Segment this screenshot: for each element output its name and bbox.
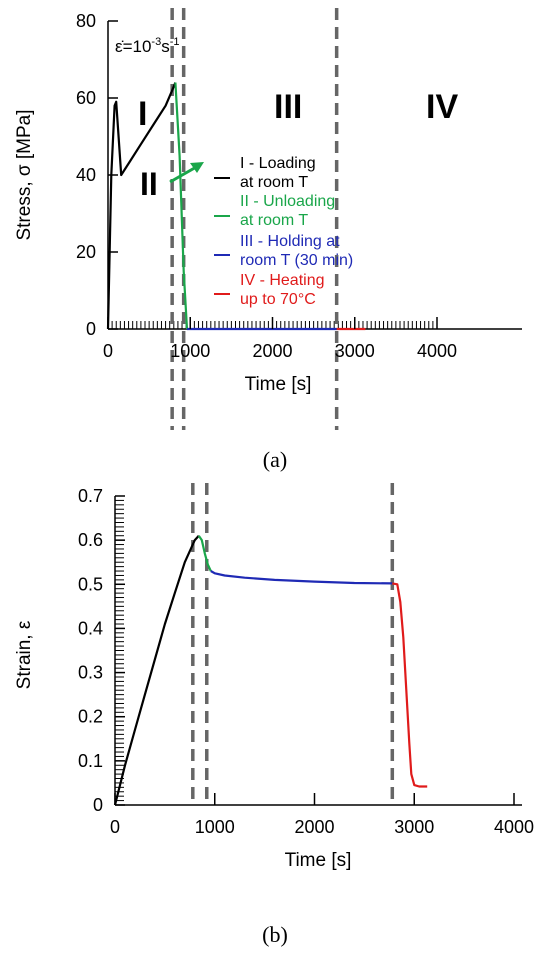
series-line-holding — [210, 570, 393, 585]
phase-label-III: III — [274, 88, 302, 126]
x-tick-label: 3000 — [394, 817, 434, 837]
legend-III-line1: III - Holding at — [240, 233, 340, 250]
series-line-loading — [113, 534, 200, 806]
y-axis-label-a: Stress, σ [MPa] — [14, 109, 35, 240]
series-line-loading — [106, 82, 177, 330]
y-tick-label: 40 — [76, 165, 96, 185]
y-tick-label: 0.5 — [78, 574, 103, 594]
legend-III-line2: room T (30 min) — [240, 252, 353, 269]
y-tick-label: 0.3 — [78, 663, 103, 683]
y-tick-label: 0 — [86, 319, 96, 339]
x-tick-labels-b: 0 1000 2000 3000 4000 — [110, 793, 534, 837]
x-tick-label: 3000 — [335, 341, 375, 361]
legend-IV-line1: IV - Heating — [240, 272, 324, 289]
y-tick-label: 0.7 — [78, 486, 103, 506]
x-tick-label: 2000 — [294, 817, 334, 837]
x-tick-label: 1000 — [195, 817, 235, 837]
y-tick-label: 0.1 — [78, 751, 103, 771]
divider-lines-a — [170, 8, 339, 430]
strain-chart: 0 0.1 0.2 0.3 0.4 0.5 0.6 0.7 0 1000 2000 3000 4000… — [14, 483, 534, 947]
phase-label-IV: IV — [426, 88, 458, 126]
x-tick-label: 1000 — [170, 341, 210, 361]
divider-lines-b — [191, 483, 395, 806]
x-tick-label: 0 — [110, 817, 120, 837]
legend-a: I - Loading at room T II - Unloading at … — [214, 155, 353, 308]
caption-b: (b) — [262, 922, 288, 947]
minor-ticks-b — [115, 499, 124, 802]
y-axis-label-b: Strain, ε — [14, 620, 35, 689]
strain-rate-label: ε̇=10-3s-1 — [115, 36, 179, 56]
legend-II-line2: at room T — [240, 212, 308, 229]
y-tick-labels-b: 0 0.1 0.2 0.3 0.4 0.5 0.6 0.7 — [78, 486, 125, 815]
legend-IV-line2: up to 70°C — [240, 291, 316, 308]
x-tick-labels-a: 0 1000 2000 3000 4000 — [103, 317, 457, 361]
y-tick-label: 0 — [93, 795, 103, 815]
phase-label-I: I — [138, 95, 147, 133]
y-tick-label: 0.2 — [78, 707, 103, 727]
y-tick-label: 60 — [76, 88, 96, 108]
minor-ticks-a — [111, 321, 434, 329]
series-line-unloading — [174, 82, 189, 330]
stress-chart: 0 20 40 60 80 0 1000 2000 3000 4000 Time [s] Str… — [14, 8, 522, 472]
series-line-heating — [392, 582, 428, 788]
x-tick-label: 4000 — [417, 341, 457, 361]
x-tick-label: 4000 — [494, 817, 534, 837]
x-tick-label: 2000 — [252, 341, 292, 361]
legend-II-line1: II - Unloading — [240, 193, 335, 210]
series-line-unloading — [197, 535, 212, 572]
legend-I-line2: at room T — [240, 174, 308, 191]
x-axis-label-a: Time [s] — [245, 374, 312, 395]
phase-II-arrow — [169, 164, 199, 184]
phase-II-arrowhead — [190, 162, 204, 173]
legend-I-line1: I - Loading — [240, 155, 316, 172]
y-tick-label: 20 — [76, 242, 96, 262]
x-axis-label-b: Time [s] — [285, 850, 352, 871]
y-tick-label: 0.6 — [78, 530, 103, 550]
series-group-b — [113, 534, 428, 806]
y-tick-label: 80 — [76, 11, 96, 31]
caption-a: (a) — [263, 447, 287, 472]
y-tick-label: 0.4 — [78, 618, 103, 638]
y-tick-labels-a: 0 20 40 60 80 — [76, 11, 118, 339]
series-group-a — [106, 82, 366, 331]
x-tick-label: 0 — [103, 341, 113, 361]
phase-label-II: II — [140, 166, 158, 202]
